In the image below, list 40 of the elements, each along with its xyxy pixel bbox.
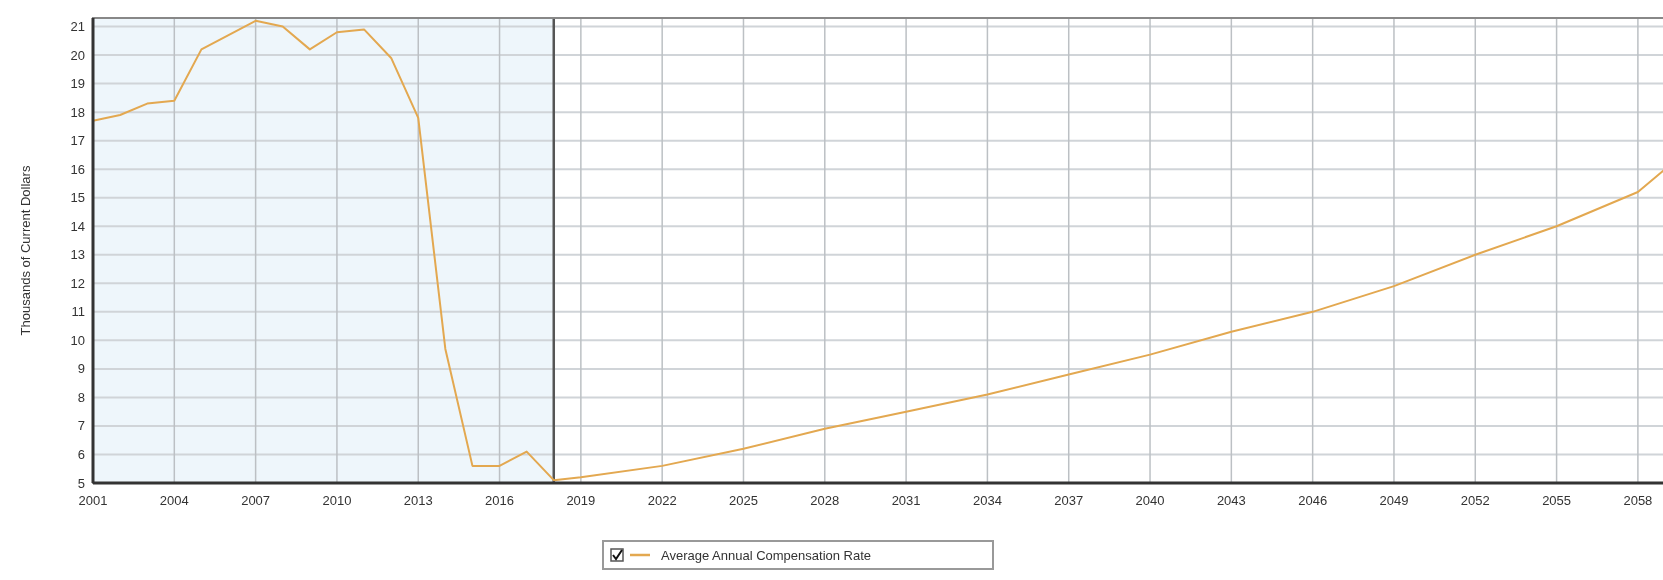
- y-tick-label: 21: [70, 19, 85, 35]
- line-series: [92, 19, 1663, 482]
- y-tick-label: 20: [70, 47, 85, 63]
- x-tick-label: 2031: [891, 493, 921, 508]
- x-tick-label: 2019: [566, 493, 596, 508]
- y-tick-label: 11: [71, 304, 85, 320]
- y-tick-label: 5: [77, 475, 85, 491]
- x-tick-label: 2037: [1054, 493, 1084, 508]
- x-tick-label: 2013: [403, 493, 433, 508]
- y-tick-label: 9: [77, 361, 85, 377]
- legend-label: Average Annual Compensation Rate: [661, 547, 872, 563]
- x-tick-label: 2055: [1542, 493, 1572, 508]
- y-tick-label: 13: [70, 247, 85, 263]
- y-tick-label: 14: [70, 218, 85, 234]
- x-tick-label: 2043: [1216, 493, 1246, 508]
- x-tick-label: 2049: [1379, 493, 1409, 508]
- x-tick-label: 2028: [810, 493, 840, 508]
- x-tick-label: 2001: [78, 493, 108, 508]
- x-tick-label: 2034: [972, 493, 1002, 508]
- y-tick-label: 8: [77, 389, 85, 405]
- y-tick-label: 7: [77, 418, 85, 434]
- y-axis-title: Thousands of Current Dollars: [18, 165, 33, 336]
- y-tick-label: 12: [70, 275, 85, 291]
- y-tick-label: 19: [70, 76, 85, 92]
- x-tick-label: 2004: [159, 493, 189, 508]
- y-tick-label: 18: [70, 104, 85, 120]
- x-tick-label: 2010: [322, 493, 352, 508]
- x-tick-label: 2025: [729, 493, 758, 508]
- x-tick-label: 2016: [485, 493, 515, 508]
- x-tick-label: 2040: [1135, 493, 1165, 508]
- y-tick-label: 16: [70, 161, 85, 177]
- x-tick-label: 2007: [241, 493, 271, 508]
- y-tick-label: 17: [70, 133, 85, 149]
- x-tick-label: 2022: [647, 493, 677, 508]
- x-tick-label: 2058: [1623, 493, 1653, 508]
- y-tick-label: 15: [70, 190, 85, 206]
- y-tick-label: 10: [70, 332, 85, 348]
- x-tick-label: 2052: [1460, 493, 1490, 508]
- y-tick-label: 6: [77, 447, 85, 463]
- x-tick-label: 2046: [1298, 493, 1328, 508]
